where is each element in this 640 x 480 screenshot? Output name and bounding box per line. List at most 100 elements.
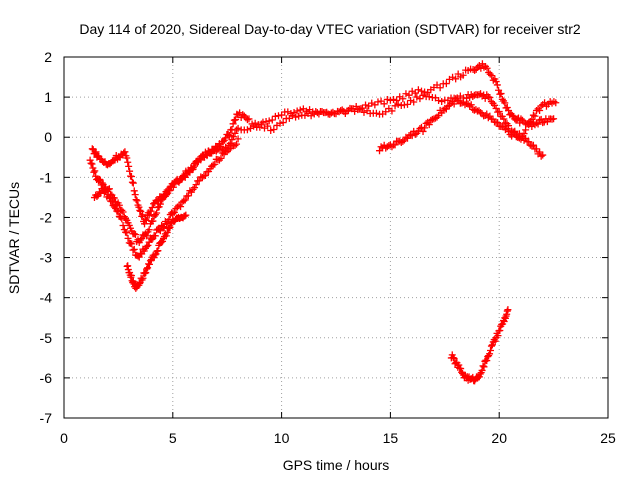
data-point (422, 119, 430, 127)
data-point (494, 332, 502, 340)
data-point (386, 96, 394, 104)
data-point (344, 106, 352, 114)
data-point (176, 176, 184, 184)
data-point (135, 203, 143, 211)
data-point (413, 93, 421, 101)
data-point (313, 109, 321, 117)
data-point (310, 110, 318, 118)
data-point (457, 365, 465, 373)
data-point (501, 99, 509, 107)
data-point (139, 211, 147, 219)
data-point (119, 222, 127, 230)
data-point (475, 107, 483, 115)
x-tick-label: 0 (60, 430, 68, 446)
data-point (128, 240, 136, 248)
data-point (245, 115, 253, 123)
data-point (143, 265, 151, 273)
data-point (142, 216, 150, 224)
data-point (251, 119, 259, 127)
data-point (421, 124, 429, 132)
data-point (531, 112, 539, 120)
data-point (393, 96, 401, 104)
series-track-a (86, 60, 558, 247)
data-point (215, 156, 223, 164)
x-axis-label: GPS time / hours (283, 457, 390, 473)
data-point (390, 95, 398, 103)
data-point (201, 171, 209, 179)
data-point (430, 115, 438, 123)
x-tick-label: 20 (491, 430, 507, 446)
data-point (233, 140, 241, 148)
y-tick-label: -3 (40, 250, 53, 266)
data-point (180, 197, 188, 205)
data-point (292, 113, 300, 121)
data-point (528, 115, 536, 123)
data-point (145, 226, 153, 234)
data-point (427, 116, 435, 124)
data-point (512, 133, 520, 141)
data-point (222, 134, 230, 142)
data-point (494, 119, 502, 127)
data-point (265, 117, 273, 125)
data-point (525, 138, 533, 146)
data-point (121, 148, 129, 156)
data-point (177, 203, 185, 211)
data-point (436, 84, 444, 92)
data-point (487, 98, 495, 106)
series-track-c (90, 135, 242, 261)
x-tick-label: 10 (274, 430, 290, 446)
data-point (276, 119, 284, 127)
data-point (329, 108, 337, 116)
data-point (488, 72, 496, 80)
data-point (118, 206, 126, 214)
data-point (388, 107, 396, 115)
data-point (186, 187, 194, 195)
data-point (522, 126, 530, 134)
data-point (166, 223, 174, 231)
series-track-e (376, 95, 547, 160)
data-point (131, 231, 139, 239)
data-point (128, 178, 136, 186)
data-point (99, 180, 107, 188)
data-point (125, 162, 133, 170)
data-point (87, 159, 95, 167)
data-point (357, 105, 365, 113)
data-point (104, 190, 112, 198)
data-point (95, 175, 103, 183)
data-point (234, 124, 242, 132)
data-point (248, 120, 256, 128)
data-point (179, 171, 187, 179)
data-point (100, 188, 108, 196)
data-point (257, 120, 265, 128)
data-point (481, 94, 489, 102)
data-point (435, 96, 443, 104)
data-point (455, 361, 463, 369)
data-point (354, 106, 362, 114)
y-tick-label: -2 (40, 209, 53, 225)
data-point (159, 223, 167, 231)
data-point (419, 127, 427, 135)
data-point (504, 306, 512, 314)
data-point (466, 94, 474, 102)
data-point (217, 154, 225, 162)
data-point (189, 164, 197, 172)
data-point (486, 94, 494, 102)
data-point (231, 129, 239, 137)
data-point (360, 108, 368, 116)
data-point (143, 243, 151, 251)
data-point (225, 131, 233, 139)
data-point (459, 71, 467, 79)
data-point (170, 208, 178, 216)
data-point (522, 134, 530, 142)
data-point (449, 354, 457, 362)
data-point (341, 110, 349, 118)
data-point (124, 234, 132, 242)
data-point (316, 108, 324, 116)
data-point (399, 137, 407, 145)
data-point (136, 206, 144, 214)
data-point (419, 91, 427, 99)
data-point (144, 241, 152, 249)
data-point (130, 245, 138, 253)
data-point (552, 99, 560, 107)
data-points (86, 60, 560, 385)
